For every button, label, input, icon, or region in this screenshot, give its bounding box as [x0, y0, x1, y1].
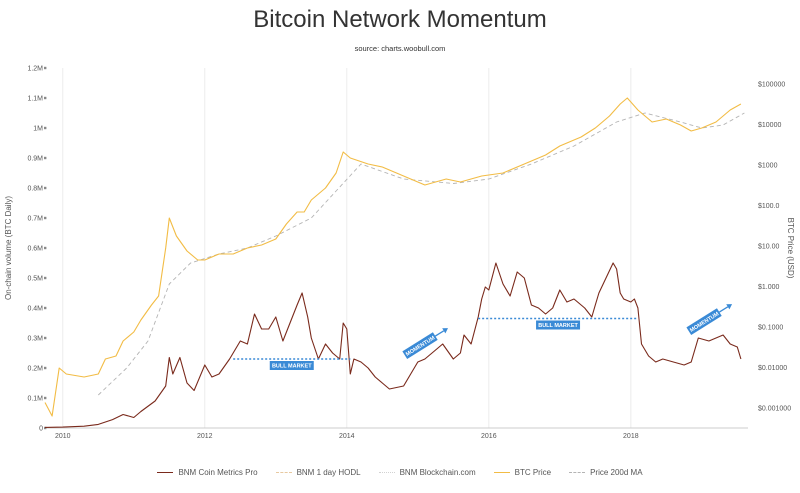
- y-left-tick-mark: [44, 336, 47, 340]
- y-left-tick-label: 0.9M: [27, 156, 43, 163]
- bull-market-label: BULL MARKET: [538, 323, 578, 329]
- momentum-arrow-head: [726, 304, 733, 310]
- y-right-tick-label: $100000: [758, 82, 785, 89]
- y-left-tick-mark: [44, 366, 47, 370]
- y-left-tick-label: 0.1M: [27, 396, 43, 403]
- y-right-tick-label: $0.01000: [758, 365, 787, 372]
- y-right-tick-label: $1000: [758, 163, 778, 170]
- y-left-tick-mark: [44, 96, 47, 100]
- y-left-tick-label: 0.4M: [27, 306, 43, 313]
- y-left-tick-label: 0.7M: [27, 216, 43, 223]
- y-right-tick-label: $0.1000: [758, 324, 783, 331]
- bull-market-badge: [536, 320, 581, 330]
- y-left-tick-mark: [44, 126, 47, 130]
- legend-item[interactable]: BNM Coin Metrics Pro: [157, 468, 258, 477]
- legend-swatch: [569, 472, 586, 473]
- y-left-tick-mark: [44, 216, 47, 220]
- y-axis-left-label: On-chain volume (BTC Daily): [4, 196, 13, 300]
- y-left-tick-mark: [44, 186, 47, 190]
- x-tick-label: 2018: [623, 433, 639, 440]
- momentum-arrow: MOMENTUM: [686, 304, 733, 335]
- y-left-tick-label: 0.5M: [27, 276, 43, 283]
- y-right-tick-label: $1.000: [758, 284, 780, 291]
- x-tick-label: 2016: [481, 433, 497, 440]
- legend-label: BTC Price: [514, 468, 552, 477]
- series-lines: [44, 97, 745, 428]
- x-tick-label: 2014: [339, 433, 355, 440]
- legend-swatch: [157, 472, 174, 473]
- series-line-0: [44, 262, 742, 428]
- legend-label: Price 200d MA: [590, 468, 643, 477]
- x-tick-label: 2010: [55, 433, 71, 440]
- y-left-tick-label: 1.1M: [27, 96, 43, 103]
- momentum-arrow-shaft: [434, 330, 445, 337]
- y-right-tick-label: $10000: [758, 122, 781, 129]
- y-axis-right-ticks: $0.001000 $0.01000 $0.1000 $1.000 $10.00 $100…: [758, 82, 791, 413]
- x-axis-ticks: 2010 2012 2014 2016 2018: [55, 433, 639, 440]
- y-axis-left-ticks: 0 0.1M 0.2M 0.3M 0.4M 0.5M 0.6M 0.7M 0.8M 0.9M 1M 1…: [27, 66, 47, 433]
- legend-label: BNM 1 day HODL: [296, 468, 361, 477]
- y-left-tick-mark: [44, 306, 47, 310]
- y-right-tick-label: $100.0: [758, 203, 780, 210]
- chart-title: Bitcoin Network Momentum: [253, 6, 547, 33]
- y-left-tick-label: 0.8M: [27, 186, 43, 193]
- y-axis-right-label: BTC Price (USD): [786, 218, 795, 279]
- y-left-tick-label: 0.2M: [27, 366, 43, 373]
- legend-item[interactable]: BNM Blockchain.com: [378, 468, 476, 477]
- legend-swatch: [378, 472, 395, 473]
- legend-swatch: [493, 472, 510, 473]
- series-line-4: [97, 112, 745, 396]
- y-left-tick-mark: [44, 396, 47, 400]
- legend-label: BNM Blockchain.com: [399, 468, 476, 477]
- momentum-arrow: MOMENTUM: [402, 328, 449, 359]
- y-left-tick-mark: [44, 156, 47, 160]
- legend-item[interactable]: BTC Price: [493, 468, 552, 477]
- legend-item[interactable]: BNM 1 day HODL: [275, 468, 361, 477]
- x-tick-label: 2012: [197, 433, 213, 440]
- y-left-tick-label: 0: [39, 426, 43, 433]
- momentum-arrow-shaft: [718, 306, 729, 313]
- momentum-arrow-head: [442, 328, 449, 334]
- chart-subtitle: source: charts.woobull.com: [354, 44, 446, 53]
- momentum-label: MOMENTUM: [405, 335, 437, 358]
- y-left-tick-label: 0.6M: [27, 246, 43, 253]
- grid-lines: [62, 68, 632, 428]
- series-line-3: [44, 97, 742, 417]
- momentum-badge: [402, 332, 438, 359]
- legend-label: BNM Coin Metrics Pro: [178, 468, 258, 477]
- bull-market-label: BULL MARKET: [272, 364, 312, 370]
- bull-market-badge: [269, 361, 314, 370]
- y-left-tick-label: 0.3M: [27, 336, 43, 343]
- legend-swatch: [275, 472, 292, 473]
- y-right-tick-label: $10.00: [758, 243, 780, 250]
- momentum-label: MOMENTUM: [689, 311, 721, 334]
- annotations: BULL MARKET BULL MARKET MOMENTUM MOMENTUM: [233, 304, 733, 370]
- y-left-tick-mark: [44, 276, 47, 280]
- y-left-tick-mark: [44, 426, 47, 430]
- legend: BNM Coin Metrics Pro BNM 1 day HODL BNM Bl…: [0, 466, 800, 477]
- y-left-tick-mark: [44, 66, 47, 70]
- y-left-tick-label: 1.2M: [27, 66, 43, 73]
- y-left-tick-label: 1M: [33, 126, 43, 133]
- y-right-tick-label: $0.001000: [758, 405, 791, 412]
- momentum-badge: [686, 308, 722, 335]
- y-left-tick-mark: [44, 246, 47, 250]
- legend-item[interactable]: Price 200d MA: [569, 468, 643, 477]
